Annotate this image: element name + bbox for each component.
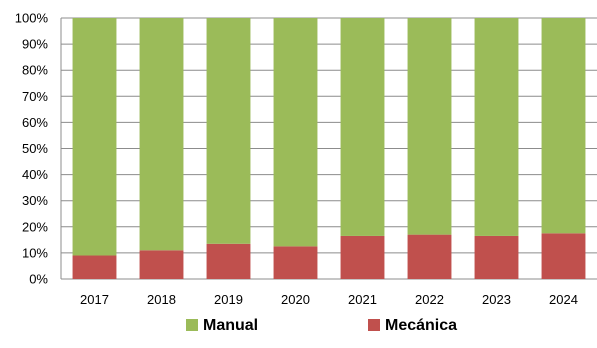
- x-tick-label: 2024: [549, 292, 578, 307]
- y-tick-label: 10%: [22, 245, 48, 260]
- x-tick-label: 2018: [147, 292, 176, 307]
- bar-manual: [541, 18, 586, 234]
- bar-manual: [72, 18, 117, 256]
- y-tick-label: 60%: [22, 115, 48, 130]
- bar-manual: [407, 18, 452, 235]
- bar-mec-nica: [206, 243, 251, 279]
- bar-mec-nica: [541, 233, 586, 279]
- y-tick-label: 0%: [29, 272, 48, 287]
- legend-label: Mecánica: [385, 317, 457, 334]
- y-tick-label: 80%: [22, 63, 48, 78]
- bar-manual: [340, 18, 385, 236]
- bar-manual: [206, 18, 251, 244]
- bar-mec-nica: [139, 250, 184, 279]
- y-tick-label: 20%: [22, 219, 48, 234]
- bar-manual: [474, 18, 519, 236]
- x-tick-label: 2021: [348, 292, 377, 307]
- x-tick-label: 2020: [281, 292, 310, 307]
- x-tick-label: 2023: [482, 292, 511, 307]
- y-tick-label: 50%: [22, 141, 48, 156]
- x-tick-label: 2019: [214, 292, 243, 307]
- y-tick-label: 30%: [22, 193, 48, 208]
- legend-swatch: [368, 319, 380, 331]
- bar-mec-nica: [273, 246, 318, 279]
- y-tick-label: 70%: [22, 89, 48, 104]
- bar-mec-nica: [474, 235, 519, 279]
- bar-manual: [273, 18, 318, 247]
- bar-mec-nica: [407, 234, 452, 279]
- y-tick-label: 90%: [22, 37, 48, 52]
- y-tick-label: 100%: [15, 11, 49, 26]
- x-tick-label: 2017: [80, 292, 109, 307]
- bar-mec-nica: [72, 255, 117, 279]
- x-tick-label: 2022: [415, 292, 444, 307]
- y-tick-label: 40%: [22, 167, 48, 182]
- legend-swatch: [186, 319, 198, 331]
- bar-mec-nica: [340, 235, 385, 279]
- bar-manual: [139, 18, 184, 251]
- legend-label: Manual: [203, 317, 258, 334]
